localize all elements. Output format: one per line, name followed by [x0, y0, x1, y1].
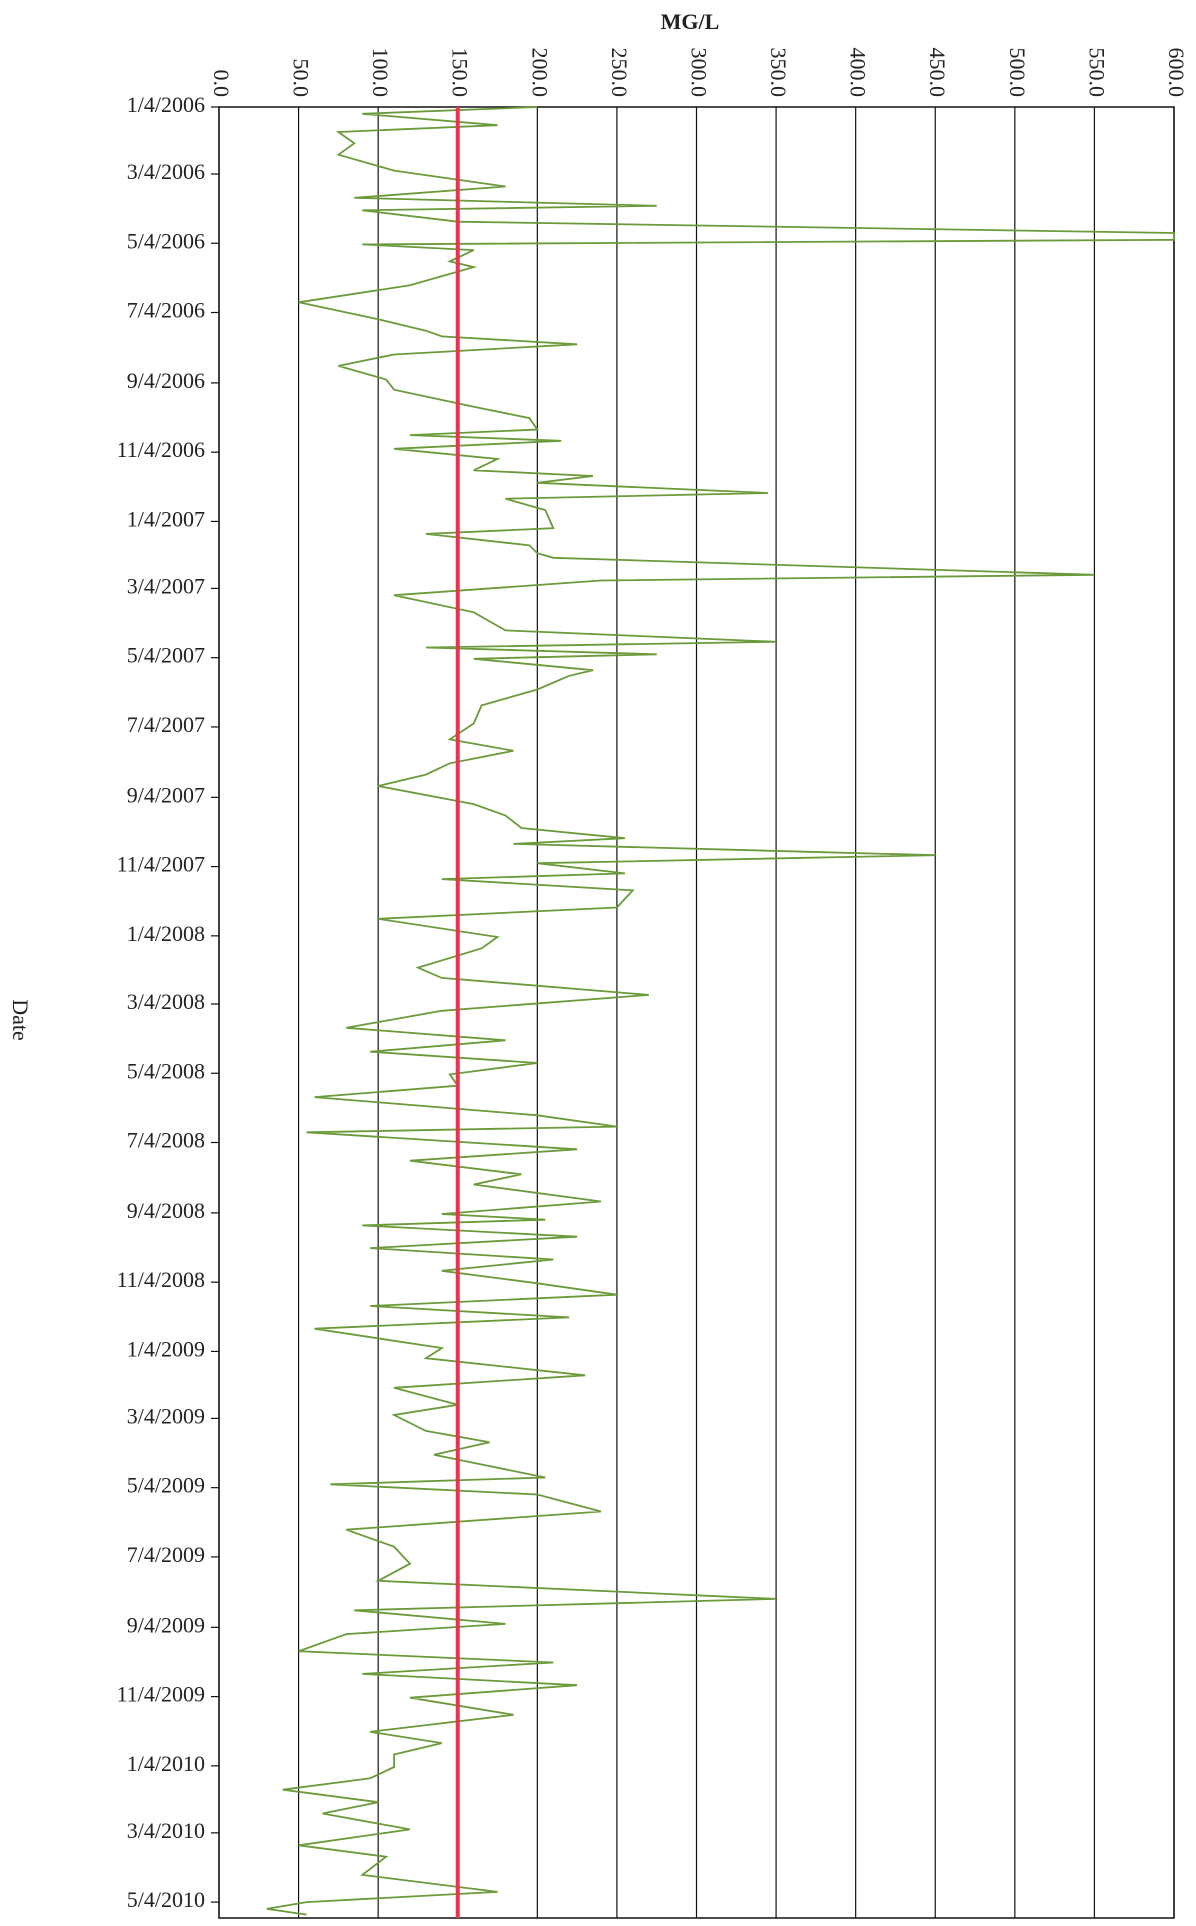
- y-tick-label: 1/4/2010: [127, 1751, 205, 1776]
- x-tick-label: 150.0: [448, 48, 473, 98]
- y-tick-label: 5/4/2007: [127, 643, 205, 668]
- y-tick-label: 1/4/2009: [127, 1336, 205, 1361]
- date-axis-label: Date: [8, 999, 33, 1041]
- x-tick-label: 50.0: [289, 59, 314, 98]
- plot-frame: [218, 106, 1175, 1919]
- y-tick-label: 11/4/2006: [117, 437, 205, 462]
- x-tick-label: 450.0: [925, 48, 950, 98]
- x-tick-label: 200.0: [527, 48, 552, 98]
- y-tick-label: 9/4/2007: [127, 782, 205, 807]
- y-tick-label: 7/4/2006: [127, 298, 205, 323]
- x-tick-label: 400.0: [846, 48, 871, 98]
- x-tick-label: 250.0: [607, 48, 632, 98]
- y-tick-label: 7/4/2007: [127, 712, 205, 737]
- y-tick-label: 3/4/2006: [127, 159, 205, 184]
- y-tick-label: 1/4/2008: [127, 921, 205, 946]
- x-tick-label: 550.0: [1084, 48, 1109, 98]
- y-tick-label: 7/4/2009: [127, 1542, 205, 1567]
- y-tick-label: 11/4/2009: [117, 1682, 205, 1707]
- x-tick-label: 350.0: [766, 48, 791, 98]
- y-tick-label: 3/4/2007: [127, 573, 205, 598]
- y-tick-label: 5/4/2008: [127, 1058, 205, 1083]
- y-tick-label: 7/4/2008: [127, 1128, 205, 1153]
- y-tick-label: 5/4/2009: [127, 1473, 205, 1498]
- y-tick-label: 9/4/2009: [127, 1612, 205, 1637]
- x-tick-label: 600.0: [1164, 48, 1189, 98]
- x-tick-label: 100.0: [368, 48, 393, 98]
- x-tick-label: 500.0: [1005, 48, 1030, 98]
- value-axis-label: MG/L: [661, 9, 720, 34]
- data-line: [266, 106, 1175, 1916]
- x-tick-label: 300.0: [686, 48, 711, 98]
- y-tick-label: 11/4/2007: [117, 852, 205, 877]
- y-tick-label: 11/4/2008: [117, 1267, 205, 1292]
- y-tick-label: 9/4/2006: [127, 368, 205, 393]
- y-tick-label: 1/4/2007: [127, 506, 205, 531]
- y-tick-label: 1/4/2006: [127, 92, 205, 117]
- y-tick-label: 5/4/2010: [127, 1887, 205, 1912]
- y-tick-label: 5/4/2006: [127, 228, 205, 253]
- x-tick-label: 0.0: [209, 70, 234, 98]
- y-tick-label: 3/4/2008: [127, 989, 205, 1014]
- y-tick-label: 9/4/2008: [127, 1198, 205, 1223]
- y-tick-label: 3/4/2010: [127, 1818, 205, 1843]
- y-tick-label: 3/4/2009: [127, 1403, 205, 1428]
